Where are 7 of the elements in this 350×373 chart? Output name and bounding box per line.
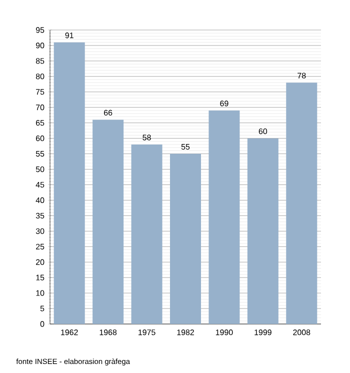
bar	[54, 42, 85, 324]
bar	[92, 120, 124, 324]
bar	[208, 110, 240, 324]
bar	[170, 154, 201, 324]
bar	[286, 82, 318, 324]
bar	[131, 144, 162, 324]
bar	[247, 138, 278, 324]
